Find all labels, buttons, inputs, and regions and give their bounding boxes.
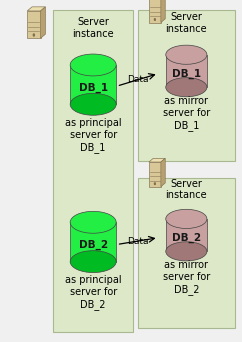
Ellipse shape (166, 209, 207, 228)
Polygon shape (41, 7, 45, 38)
Ellipse shape (166, 45, 207, 64)
Circle shape (33, 34, 35, 36)
Text: Server
instance: Server instance (166, 179, 207, 200)
Text: DB_1: DB_1 (172, 68, 201, 79)
Polygon shape (149, 162, 161, 187)
Text: as mirror
server for
DB_1: as mirror server for DB_1 (163, 96, 210, 131)
Circle shape (154, 18, 156, 21)
Text: Server
instance: Server instance (72, 17, 114, 39)
Text: Data: Data (127, 237, 148, 246)
Polygon shape (70, 222, 116, 262)
Text: DB_2: DB_2 (79, 240, 108, 250)
Text: as principal
server for
DB_1: as principal server for DB_1 (65, 118, 121, 153)
Polygon shape (149, 0, 161, 23)
Text: DB_2: DB_2 (172, 233, 201, 243)
Polygon shape (27, 7, 45, 11)
Ellipse shape (70, 251, 116, 273)
Polygon shape (161, 0, 165, 23)
Ellipse shape (166, 242, 207, 261)
Text: Server
instance: Server instance (166, 12, 207, 34)
Polygon shape (166, 55, 207, 87)
Polygon shape (149, 158, 165, 162)
Ellipse shape (70, 54, 116, 76)
Polygon shape (70, 65, 116, 104)
Ellipse shape (166, 78, 207, 97)
Ellipse shape (70, 211, 116, 233)
Circle shape (154, 183, 156, 185)
Polygon shape (166, 219, 207, 251)
FancyBboxPatch shape (138, 178, 235, 328)
Text: DB_1: DB_1 (79, 83, 108, 93)
FancyBboxPatch shape (138, 10, 235, 161)
Ellipse shape (70, 93, 116, 115)
Text: as mirror
server for
DB_2: as mirror server for DB_2 (163, 260, 210, 295)
Polygon shape (161, 158, 165, 187)
Polygon shape (27, 11, 41, 38)
Text: Data: Data (127, 75, 148, 84)
Text: as principal
server for
DB_2: as principal server for DB_2 (65, 275, 121, 310)
FancyBboxPatch shape (53, 10, 133, 332)
